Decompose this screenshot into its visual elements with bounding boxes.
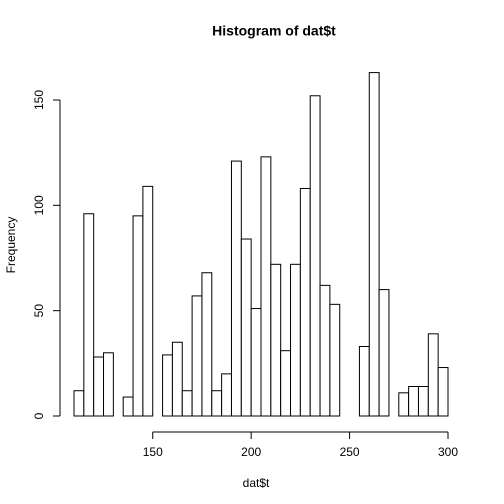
bar	[378, 289, 390, 417]
bar	[270, 263, 282, 417]
bar	[290, 263, 301, 417]
y-tick-label: 50	[32, 304, 46, 318]
bar	[171, 341, 183, 417]
bar	[299, 187, 311, 417]
bar	[358, 345, 370, 417]
bar	[83, 213, 95, 417]
bar	[260, 156, 272, 417]
bar	[122, 396, 134, 417]
x-tick-label: 250	[340, 445, 360, 459]
bar	[162, 354, 173, 417]
bar	[93, 356, 105, 417]
bar	[191, 295, 203, 417]
bar	[417, 386, 429, 417]
x-tick-label: 300	[438, 445, 458, 459]
bar	[221, 373, 232, 417]
bar	[132, 215, 144, 417]
bar	[329, 303, 341, 417]
bar	[181, 390, 193, 417]
bar	[201, 272, 213, 417]
bar	[427, 333, 439, 417]
bar	[437, 367, 449, 417]
chart-title: Histogram of dat$t	[212, 23, 336, 39]
bar	[250, 308, 262, 417]
bar	[73, 390, 85, 417]
bar	[398, 392, 410, 417]
bar	[230, 160, 242, 417]
bar	[280, 350, 292, 417]
y-tick-label: 0	[32, 412, 46, 419]
bar	[142, 185, 154, 417]
bar	[103, 352, 114, 417]
bar	[408, 386, 419, 417]
bar	[368, 72, 380, 417]
bar	[211, 390, 223, 417]
y-axis-label: Frequency	[4, 217, 18, 274]
y-tick-label: 100	[32, 195, 46, 215]
bar	[240, 238, 252, 417]
y-tick-label: 150	[32, 90, 46, 110]
bar	[319, 284, 331, 417]
x-tick-label: 150	[143, 445, 163, 459]
x-tick-label: 200	[241, 445, 261, 459]
bar	[309, 95, 321, 417]
x-axis-label: dat$t	[243, 476, 270, 490]
